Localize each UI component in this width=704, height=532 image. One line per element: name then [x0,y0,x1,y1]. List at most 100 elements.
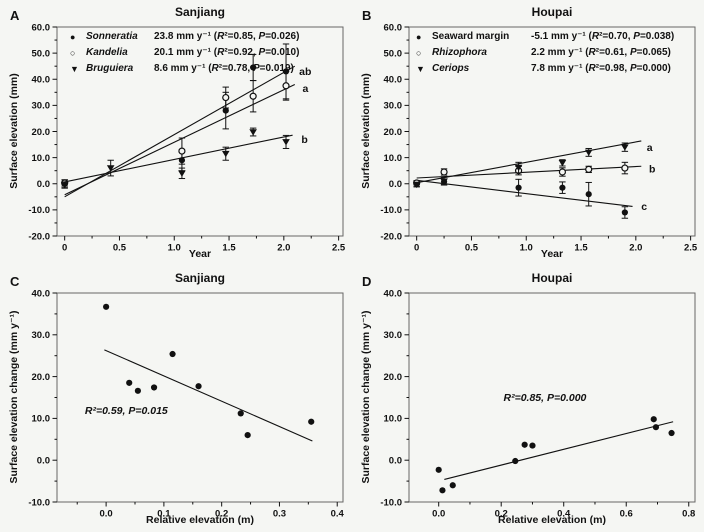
panel-d-plot: 0.0 0.2 0.4 0.6 0.8 -10.0 0.0 10.0 20.0 30.0 40.0 R… [380,288,696,520]
x-tick-label: 0.4 [557,509,571,520]
group-letter-label: a [302,83,308,95]
open-circle-icon: ○ [416,48,422,58]
series-seaward-margin: c [413,178,647,219]
legend-rate-and-stats: -5.1 mm y⁻¹ (R²=0.70, P=0.038) [531,31,675,42]
data-point-filled-circle [650,416,657,423]
panel-a: A Sanjiang Surface elevation (mm) 0 0.5 1.… [0,0,352,266]
series-houpai-plots [435,416,675,494]
open-circle-icon: ○ [70,48,76,58]
panel-c-plot: 0.0 0.1 0.2 0.3 0.4 -10.0 0.0 10.0 20.0 30.0 40.0 R… [28,288,344,519]
x-tick-label: 0.2 [495,509,508,520]
panel-c-x-axis-label: Relative elevation (m) [146,514,254,526]
data-point-open-circle [249,92,257,100]
panel-c-title: Sanjiang [174,271,225,285]
y-tick-label: -20.0 [28,231,50,242]
y-tick-label: -10.0 [380,205,402,216]
data-point-filled-circle [652,424,660,431]
panel-letter-d: D [362,274,372,289]
group-letter-label: a [647,142,653,154]
data-point-triangle [178,170,186,177]
y-tick-label: 0.0 [389,456,402,467]
series-bruguiera: b [60,127,308,189]
group-letter-label: b [649,164,655,176]
group-letter-label: c [641,201,647,213]
data-point-filled-circle [244,432,251,439]
legend-row: ○ Rhizophora 2.2 mm y⁻¹ (R²=0.61, P=0.065) [416,45,674,61]
y-tick-label: 30.0 [384,101,403,112]
panel-d-title: Houpai [531,271,573,285]
data-point-filled-circle [222,107,229,114]
panel-letter-b: B [362,8,372,23]
y-tick-label: 30.0 [32,101,51,112]
data-point-filled-circle [250,64,257,71]
axes: 0.0 0.1 0.2 0.3 0.4 -10.0 0.0 10.0 20.0 30.0 40.0 [28,288,344,519]
x-tick-label: 1.5 [574,243,588,254]
filled-circle-icon: ● [70,32,76,42]
y-tick-label: -20.0 [380,231,402,242]
x-tick-label: 1.5 [222,243,236,254]
series-kandelia: a [61,70,308,196]
x-tick-label: 2.0 [277,243,290,254]
legend-series-name: Bruguiera [86,63,134,74]
filled-triangle-icon: ▼ [70,64,79,74]
x-tick-label: 0.5 [465,243,479,254]
panel-c: C Sanjiang Surface elevation change (mm … [0,266,352,532]
regression-line [416,140,642,184]
legend-rate-and-stats: 2.2 mm y⁻¹ (R²=0.61, P=0.065) [531,47,671,58]
x-tick-label: 0.6 [620,509,633,520]
data-point-filled-circle [103,303,110,310]
data-point-triangle [440,178,448,185]
plot-frame [56,292,344,503]
legend-row: ▼ Ceriops 7.8 mm y⁻¹ (R²=0.98, P=0.000) [416,61,674,77]
panel-letter-a: A [10,8,20,23]
data-point-filled-circle [449,482,456,489]
panel-a-title: Sanjiang [174,5,225,19]
regression-line [104,349,313,442]
x-tick-label: 0.1 [157,509,171,520]
x-tick-label: 0.0 [100,509,113,520]
data-point-open-circle [178,147,186,155]
group-letter-label: ab [299,66,311,78]
y-tick-label: 0.0 [37,179,50,190]
panel-letter-c: C [10,274,20,289]
y-tick-label: 60.0 [32,22,51,33]
legend-row: ● Seaward margin -5.1 mm y⁻¹ (R²=0.70, P=0… [416,29,674,45]
y-tick-label: 30.0 [384,330,403,341]
y-tick-label: 30.0 [32,330,51,341]
y-tick-label: 10.0 [384,414,403,425]
data-point-open-circle [621,164,629,172]
panel-d-x-axis-label: Relative elevation (m) [498,514,606,526]
legend-series-name: Kandelia [86,47,128,58]
data-point-triangle [60,182,69,189]
data-point-filled-circle [126,379,133,386]
data-point-filled-circle [529,442,536,449]
series-rhizophora: b [413,161,655,187]
y-tick-label: 20.0 [384,127,403,138]
x-tick-label: 0.3 [273,509,286,520]
data-point-open-circle [282,82,290,90]
data-point-filled-circle [559,184,566,191]
data-point-filled-circle [668,429,675,437]
data-point-filled-circle [237,410,244,417]
y-tick-label: 10.0 [32,414,51,425]
data-point-filled-circle [195,383,202,390]
series-ceriops: a [412,140,653,189]
data-point-filled-circle [585,191,592,198]
group-letter-label: b [301,134,307,146]
panel-a-legend: ● Sonneratia 23.8 mm y⁻¹ (R²=0.85, P=0.026… [70,29,299,77]
x-tick-label: 2.5 [684,243,698,254]
filled-triangle-icon: ▼ [416,64,425,74]
data-point-filled-circle [521,441,528,448]
y-tick-label: 40.0 [32,75,51,86]
legend-series-name: Seaward margin [432,31,510,42]
y-tick-label: 20.0 [32,372,51,383]
legend-row: ● Sonneratia 23.8 mm y⁻¹ (R²=0.85, P=0.026… [70,29,299,45]
legend-rate-and-stats: 23.8 mm y⁻¹ (R²=0.85, P=0.026) [154,31,300,42]
y-tick-label: 40.0 [384,288,403,299]
data-point-filled-circle [515,184,522,191]
data-point-triangle [584,149,593,156]
data-point-triangle [106,165,115,172]
data-point-triangle [514,164,523,172]
data-point-filled-circle [621,209,628,216]
x-tick-label: 1.0 [520,243,533,254]
